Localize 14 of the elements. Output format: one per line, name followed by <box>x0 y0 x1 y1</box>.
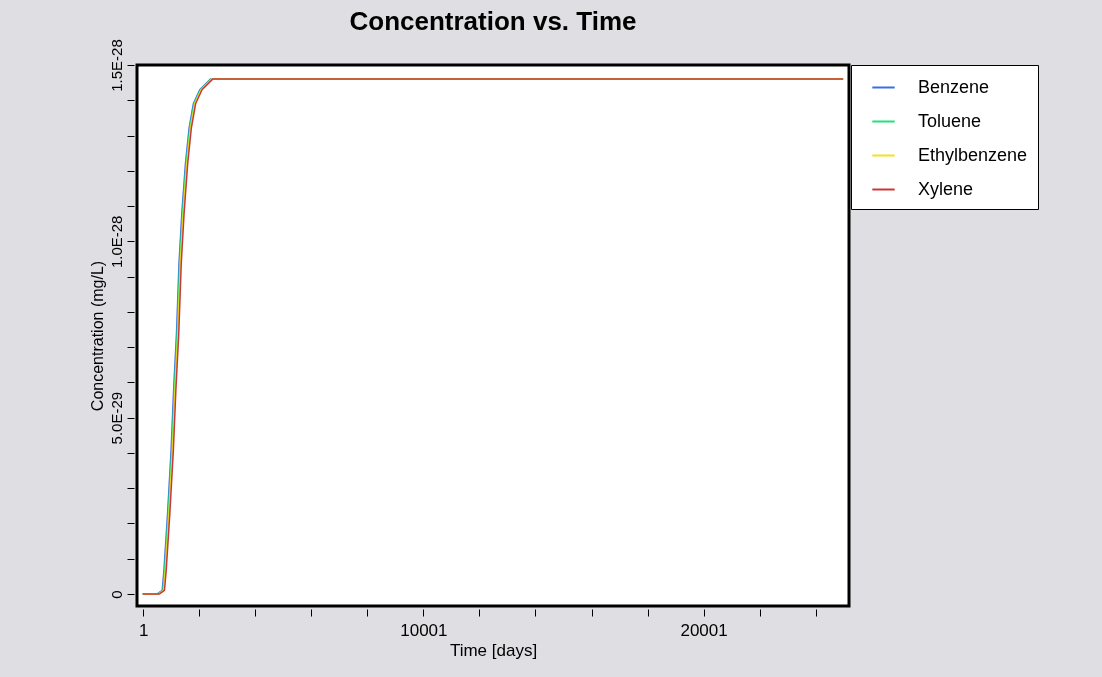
chart-title: Concentration vs. Time <box>349 5 637 36</box>
x-tick-label: 10001 <box>400 620 448 640</box>
legend-label: Ethylbenzene <box>918 144 1028 165</box>
x-tick-label: 20001 <box>680 620 728 640</box>
legend-label: Benzene <box>918 76 990 97</box>
legend-label: Toluene <box>918 110 982 131</box>
x-tick-label: 1 <box>138 620 149 640</box>
y-tick-label: 1.5E-28 <box>107 39 125 92</box>
y-tick-label: 5.0E-29 <box>107 391 125 445</box>
x-axis-title: Time [days] <box>449 640 538 660</box>
y-tick-label: 1.0E-28 <box>107 215 125 269</box>
y-axis-title: Concentration (mg/L) <box>88 260 106 412</box>
legend-label: Xylene <box>918 178 974 199</box>
y-tick-label: 0 <box>107 590 125 599</box>
